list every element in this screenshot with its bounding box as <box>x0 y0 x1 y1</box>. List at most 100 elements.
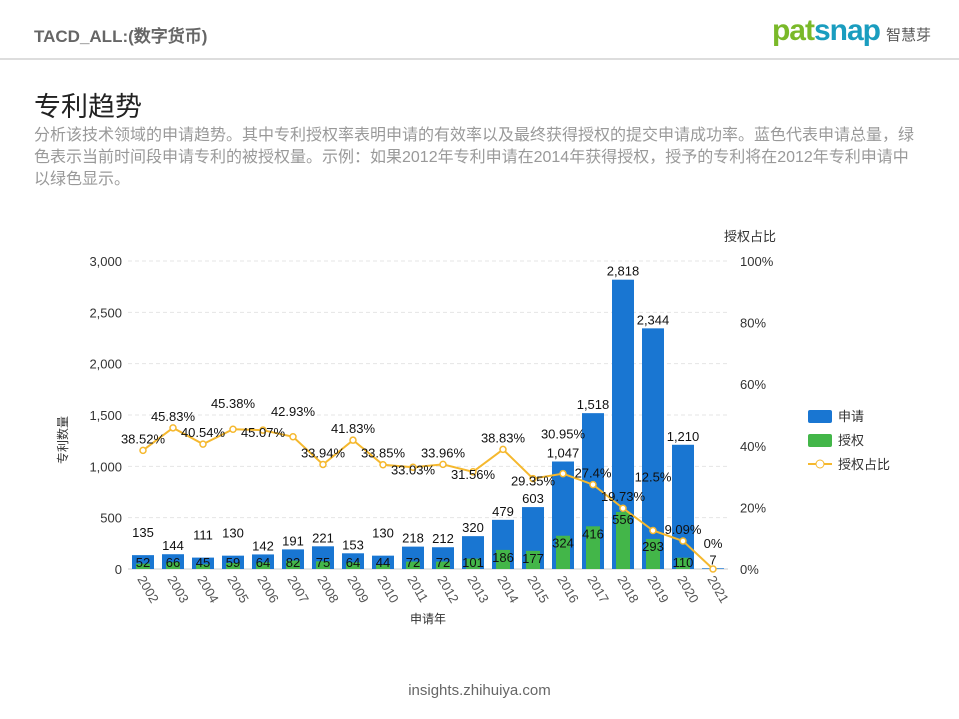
x-tick-label: 2002 <box>134 573 161 606</box>
legend-swatch-ratio-marker <box>815 459 825 469</box>
bar-application-label: 130 <box>372 526 394 541</box>
bar-grant <box>586 526 600 569</box>
bar-grant-label: 416 <box>582 526 604 541</box>
line-point <box>289 433 297 441</box>
line-point-label: 40.54% <box>181 425 226 440</box>
report-title: TACD_ALL:(数字货币) <box>34 27 208 46</box>
footer-url[interactable]: insights.zhihuiya.com <box>408 682 551 699</box>
line-point <box>679 537 687 545</box>
bar-grant <box>286 560 300 569</box>
header: TACD_ALL:(数字货币) pat snap 智慧芽 <box>0 0 959 60</box>
bar-application-label: 320 <box>462 520 484 535</box>
x-tick-label: 2012 <box>434 573 461 606</box>
line-point <box>409 463 417 472</box>
line-point-label: 33.03% <box>391 462 436 477</box>
bar-application-label: 135 <box>132 525 154 540</box>
bar-grant-label: 64 <box>256 555 270 570</box>
bar-grant-label: 64 <box>346 555 360 570</box>
bar-grant <box>226 562 240 569</box>
bar-application-label: 191 <box>282 533 304 548</box>
bar-grant <box>316 561 330 569</box>
line-point <box>349 436 357 444</box>
bar-grant-label: 324 <box>552 536 574 551</box>
line-point <box>469 468 477 476</box>
line-point-label: 33.94% <box>301 445 346 460</box>
bar-grant-label: 75 <box>316 555 330 570</box>
bar-grant-label: 72 <box>406 555 420 570</box>
bar-application-label: 153 <box>342 537 364 552</box>
bar-grant <box>436 561 450 569</box>
bar-application-label: 130 <box>222 526 244 541</box>
y-axis-title: 专利数量 <box>55 416 70 464</box>
x-tick-label: 2004 <box>194 573 221 606</box>
y-tick-label: 1,500 <box>89 408 122 423</box>
y-tick-label: 0 <box>115 562 122 577</box>
y-tick-label: 2,000 <box>89 357 122 372</box>
bar-application <box>642 328 664 569</box>
y2-tick-label: 80% <box>740 316 766 331</box>
line-point-label: 0% <box>704 536 723 551</box>
bar-grant-label: 72 <box>436 555 450 570</box>
legend-swatch-grant <box>808 434 832 447</box>
y-tick-label: 1,000 <box>89 459 122 474</box>
line-point <box>439 460 447 469</box>
x-tick-label: 2015 <box>524 573 551 606</box>
line-point-label: 38.83% <box>481 430 526 445</box>
y2-tick-label: 0% <box>740 562 759 577</box>
bar-grant <box>346 562 360 569</box>
bar-application-label: 1,518 <box>577 397 610 412</box>
line-point <box>319 460 327 469</box>
legend-label-application: 申请 <box>838 409 864 424</box>
bar-application-label: 7 <box>709 552 716 567</box>
line-point <box>529 474 537 483</box>
bar-grant <box>646 538 660 569</box>
bar-application-label: 2,344 <box>637 312 670 327</box>
bar-application-label: 142 <box>252 538 274 553</box>
bar-grant-label: 177 <box>522 551 544 566</box>
line-point-label: 38.52% <box>121 431 166 446</box>
bar-grant-label: 45 <box>196 555 210 570</box>
bar-grant <box>376 564 390 569</box>
x-tick-label: 2010 <box>374 573 401 606</box>
line-point-label: 45.07% <box>241 425 286 440</box>
x-tick-label: 2018 <box>614 573 641 606</box>
y-tick-label: 500 <box>100 511 122 526</box>
legend-label-grant: 授权 <box>838 433 864 448</box>
y2-tick-label: 100% <box>740 254 774 269</box>
section-title: 专利趋势 <box>34 92 142 122</box>
bar-grant-label: 44 <box>376 555 390 570</box>
legend-swatch-application <box>808 410 832 423</box>
x-tick-label: 2020 <box>674 573 701 606</box>
line-point <box>169 424 177 432</box>
x-tick-label: 2006 <box>254 573 281 606</box>
line-point-label: 45.38% <box>211 396 256 411</box>
bar-application-label: 2,818 <box>607 264 640 279</box>
line-point <box>619 504 627 512</box>
x-tick-label: 2013 <box>464 573 491 606</box>
bar-grant-label: 110 <box>673 555 694 570</box>
y2-tick-label: 20% <box>740 500 766 515</box>
section-description: 分析该技术领域的申请趋势。其中专利授权率表明申请的有效率以及最终获得授权的提交申… <box>34 127 915 188</box>
y2-tick-label: 40% <box>740 439 766 454</box>
line-point-label: 31.56% <box>451 467 496 482</box>
bar-application-label: 218 <box>402 531 424 546</box>
line-point <box>379 460 387 469</box>
x-tick-label: 2009 <box>344 573 371 606</box>
line-point-label: 30.95% <box>541 427 586 442</box>
bar-application-label: 1,210 <box>667 429 700 444</box>
bar-grant <box>526 550 540 569</box>
line-point-label: 41.83% <box>331 421 376 436</box>
bar-grant <box>496 549 510 569</box>
bar-grant <box>136 563 150 569</box>
line-point-label: 45.83% <box>151 409 196 424</box>
line-point-label: 9.09% <box>665 522 702 537</box>
x-tick-label: 2003 <box>164 573 191 606</box>
bar-grant-label: 82 <box>286 555 300 570</box>
y2-tick-label: 60% <box>740 377 766 392</box>
bar-grant <box>196 564 210 569</box>
bar-application <box>192 557 214 569</box>
bar-grant-label: 186 <box>492 550 514 565</box>
bar-grant-label: 556 <box>612 512 634 527</box>
line-point <box>199 440 207 448</box>
